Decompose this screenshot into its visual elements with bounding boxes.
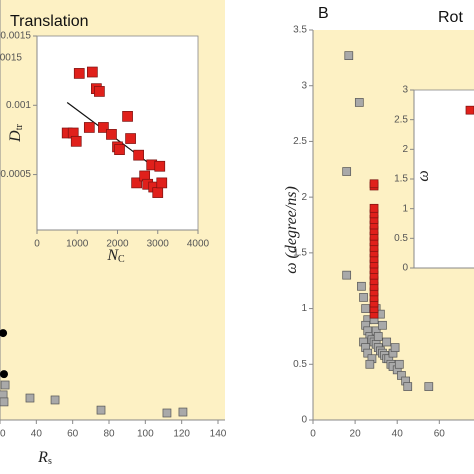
x-tick-label: 100 [137, 429, 154, 440]
y-axis-label: Dtr [7, 123, 26, 142]
x-tick-label: 0 [310, 429, 316, 440]
point [342, 167, 352, 176]
point [50, 395, 60, 405]
point [369, 203, 379, 213]
point [369, 179, 379, 189]
point [122, 111, 133, 122]
point [465, 105, 474, 115]
x-label-main: R [37, 449, 48, 466]
y-tick-label: 2.5 [394, 114, 408, 125]
x-tick-label: 0 [34, 239, 40, 250]
point [357, 281, 366, 291]
x-tick-label: 60 [434, 429, 446, 440]
y-tick-label: 0 [301, 415, 307, 426]
point [365, 359, 375, 369]
point [0, 397, 9, 407]
point [162, 408, 172, 418]
point [133, 149, 144, 161]
point [373, 332, 383, 341]
point [83, 122, 95, 133]
point [424, 382, 434, 391]
y-tick-label: 1.5 [394, 174, 408, 185]
point [354, 98, 364, 107]
y-tick-label: 3.5 [293, 25, 307, 36]
point [131, 177, 142, 189]
point [344, 51, 354, 60]
point [94, 86, 105, 97]
y-tick-label: 2.5 [293, 136, 307, 147]
point [342, 270, 352, 280]
point [361, 304, 370, 313]
panel-title: Translation [10, 13, 89, 30]
x-tick-label: 60 [67, 429, 79, 440]
y-tick-label: 0.0005 [0, 169, 31, 180]
point [96, 405, 106, 415]
point [390, 343, 400, 352]
point [125, 133, 136, 144]
x-tick-label: 140 [210, 429, 227, 440]
point [154, 160, 166, 172]
y-tick-label: 1 [301, 303, 307, 314]
point [98, 122, 109, 133]
point [152, 187, 164, 198]
x-tick-label: 120 [173, 429, 190, 440]
point [106, 129, 117, 140]
x-tick-label: 20 [350, 429, 362, 440]
point [156, 177, 168, 189]
point [0, 370, 8, 379]
x-tick-label: 40 [31, 429, 43, 440]
x-axis-label: Rs [37, 449, 52, 468]
panel-subtitle: Rot [438, 9, 463, 26]
x-tick-label: 4000 [187, 239, 210, 250]
x-label-sub: s [48, 456, 52, 467]
point [382, 337, 392, 347]
point [378, 320, 387, 330]
x-tick-label: 1000 [66, 239, 89, 250]
x-tick-label: 3000 [147, 239, 170, 250]
point [178, 407, 188, 417]
y-tick-label: 0.5 [394, 233, 408, 244]
x-label-main: N [106, 247, 119, 264]
y-label-main: ω [415, 170, 432, 181]
point [114, 144, 125, 155]
panel-title: B [318, 5, 329, 22]
x-label-sub: C [118, 254, 125, 265]
point [403, 382, 413, 391]
x-tick-label: 20 [0, 429, 6, 440]
x-tick-label: 80 [103, 429, 115, 440]
y-tick-label: 2 [301, 192, 307, 203]
y-tick-label: 2 [402, 144, 408, 155]
point [0, 380, 10, 390]
y-tick-label: 0.0015 [0, 31, 31, 42]
y-axis-label: ω [415, 170, 432, 181]
y-label-sub: tr [14, 123, 25, 130]
inset-frame [36, 35, 199, 231]
y-tick-label: 0.001 [6, 100, 31, 111]
y-tick-label: 1 [402, 203, 408, 214]
point [70, 135, 82, 147]
y-label-main: ω (degree/ns) [283, 186, 300, 274]
point [73, 68, 85, 79]
point [394, 359, 404, 369]
y-tick-label: 0 [402, 263, 408, 274]
y-axis-label: ω (degree/ns) [283, 186, 300, 274]
x-tick-label: 2000 [106, 239, 129, 250]
point [86, 66, 98, 78]
y-tick-label: 3 [402, 85, 408, 96]
point [0, 329, 8, 338]
x-tick-label: 40 [392, 429, 404, 440]
y-label-main: D [7, 130, 24, 143]
point [359, 293, 368, 302]
y-tick-label: 0.5 [293, 359, 307, 370]
y-tick-label: 0.0015 [0, 53, 22, 64]
point [25, 393, 35, 403]
x-axis-label: NC [106, 247, 125, 266]
y-tick-label: 1.5 [293, 247, 307, 258]
y-tick-label: 3 [301, 80, 307, 91]
